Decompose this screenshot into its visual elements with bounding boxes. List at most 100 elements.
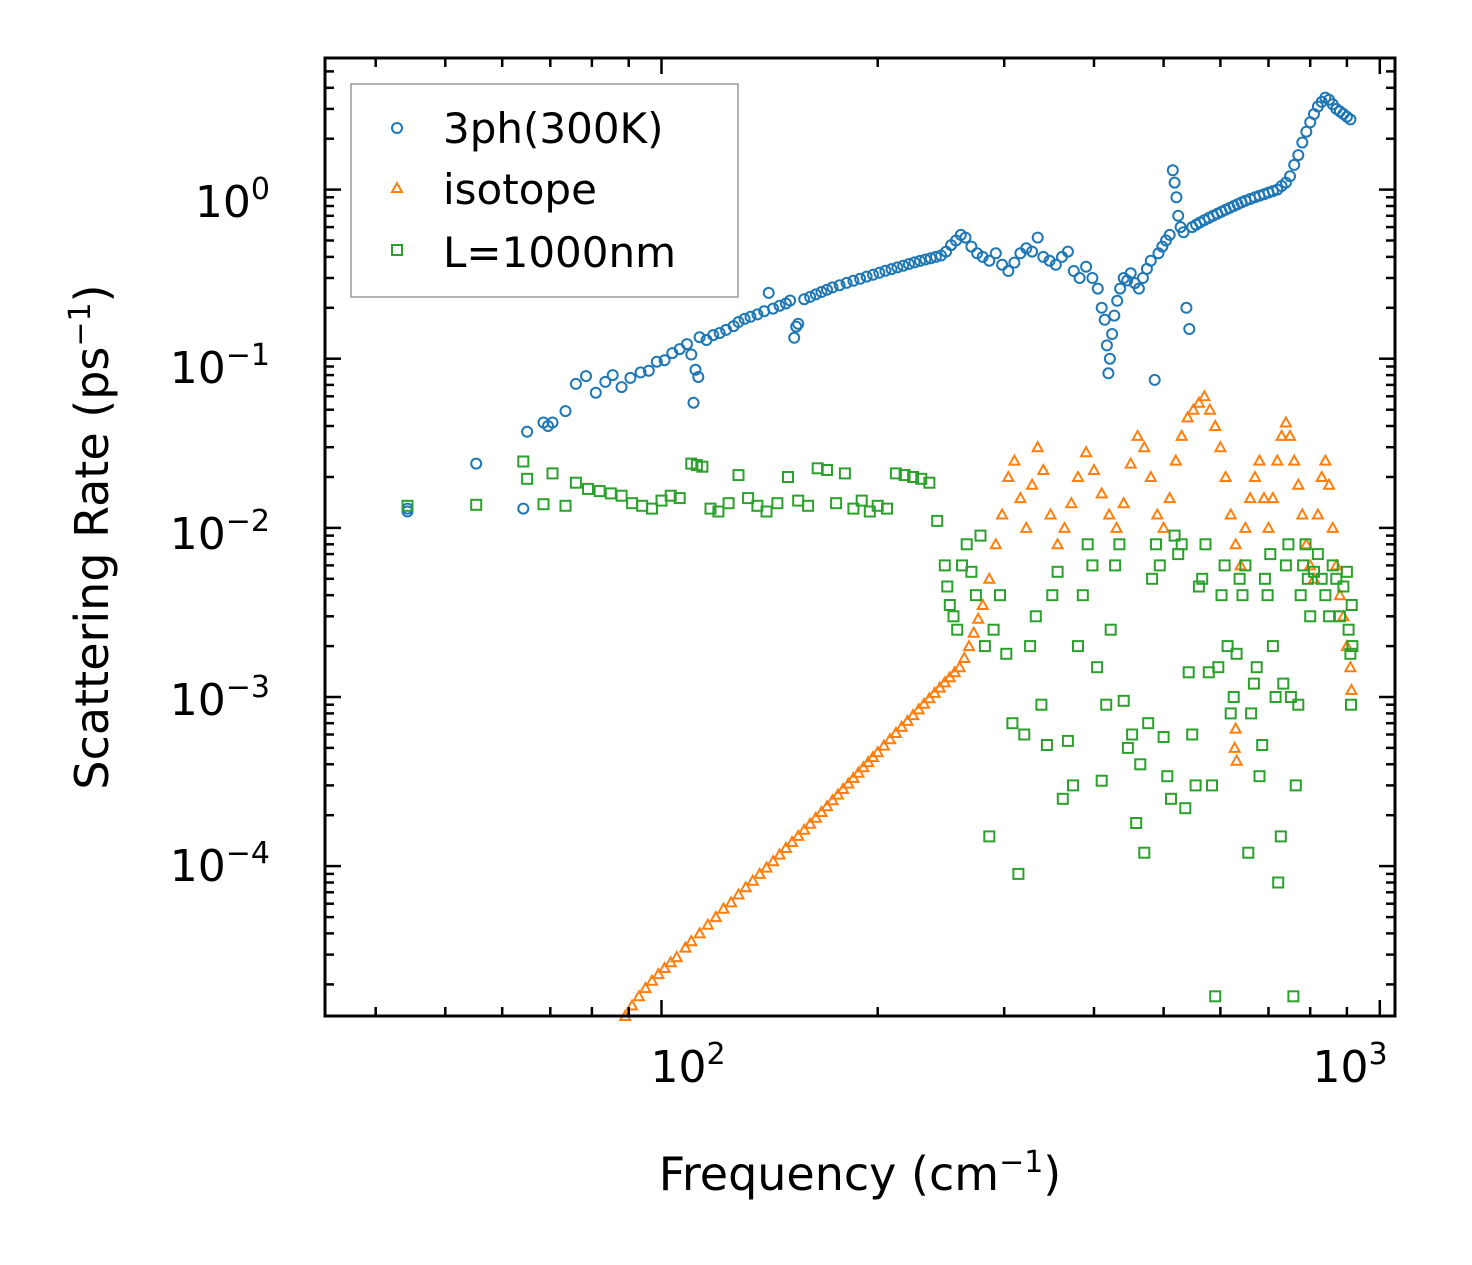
point-3ph-300k [1095, 301, 1108, 314]
point-3ph-300k [826, 281, 839, 294]
point-isotope [753, 866, 767, 879]
point-l1000nm [915, 472, 928, 485]
point-l1000nm [881, 502, 893, 515]
point-3ph-300k [902, 258, 915, 270]
point-3ph-300k [959, 231, 972, 244]
point-l1000nm [559, 499, 572, 512]
point-isotope [1229, 537, 1243, 550]
point-3ph-300k [792, 317, 805, 330]
point-3ph-300k [1183, 323, 1196, 335]
point-l1000nm [722, 497, 735, 510]
point-l1000nm [742, 492, 755, 505]
point-isotope [889, 725, 903, 738]
point-l1000nm [1297, 559, 1310, 572]
point-l1000nm [1192, 580, 1205, 593]
point-3ph-300k [1100, 339, 1113, 352]
point-l1000nm [1279, 559, 1292, 572]
point-isotope [957, 650, 971, 663]
point-l1000nm [1130, 817, 1143, 829]
point-l1000nm [646, 502, 658, 515]
point-isotope [645, 973, 659, 986]
legend-marker-3ph [391, 122, 403, 134]
point-l1000nm [615, 489, 628, 502]
point-3ph-300k [784, 294, 797, 307]
point-isotope [692, 926, 707, 939]
point-l1000nm [1161, 770, 1174, 783]
point-3ph-300k [517, 502, 530, 515]
point-l1000nm [1261, 589, 1274, 602]
point-l1000nm [1029, 610, 1042, 623]
point-l1000nm [1209, 990, 1222, 1003]
point-l1000nm [1157, 731, 1170, 743]
point-l1000nm [1264, 548, 1277, 561]
point-3ph-300k [1288, 158, 1301, 171]
point-3ph-300k [762, 286, 775, 299]
point-isotope [724, 895, 738, 908]
point-l1000nm [604, 487, 617, 500]
point-isotope [739, 880, 753, 893]
point-3ph-300k [914, 254, 926, 267]
point-3ph-300k [1061, 245, 1074, 258]
plot-frame [323, 56, 1397, 1018]
point-l1000nm [947, 610, 960, 623]
point-l1000nm [626, 497, 639, 510]
point-3ph-300k [989, 247, 1002, 260]
point-3ph-300k [1121, 274, 1134, 287]
point-isotope [1311, 507, 1325, 520]
point-3ph-300k [840, 276, 853, 289]
point-3ph-300k [847, 274, 860, 287]
point-3ph-300k [744, 310, 757, 323]
point-3ph-300k [634, 366, 647, 379]
point-l1000nm [1224, 707, 1237, 720]
point-isotope [1333, 588, 1347, 601]
point-isotope [1117, 496, 1131, 509]
point-l1000nm [931, 514, 944, 527]
point-l1000nm [1035, 698, 1048, 711]
point-isotope [1303, 558, 1317, 571]
point-isotope [1343, 660, 1358, 673]
point-l1000nm [704, 502, 717, 515]
point-isotope [1043, 507, 1058, 520]
point-l1000nm [1284, 691, 1297, 703]
point-isotope [1079, 445, 1093, 458]
point-l1000nm [1333, 610, 1346, 623]
point-l1000nm [1000, 647, 1013, 660]
point-l1000nm [1287, 990, 1300, 1003]
point-3ph-300k [1049, 258, 1062, 271]
point-3ph-300k [1163, 228, 1176, 241]
point-l1000nm [1179, 802, 1192, 815]
point-isotope [1270, 453, 1284, 466]
point-3ph-300k [879, 264, 892, 277]
y-axis-label: Scattering Rate (ps−1) [63, 284, 119, 789]
point-l1000nm [1253, 770, 1266, 783]
point-isotope [883, 732, 897, 745]
point-isotope [1150, 507, 1164, 520]
point-3ph-300k [867, 268, 879, 281]
point-l1000nm [1342, 623, 1355, 636]
point-l1000nm [1345, 698, 1357, 711]
point-isotope [1095, 486, 1109, 499]
point-isotope [989, 537, 1003, 550]
point-isotope [952, 660, 967, 673]
point-3ph-300k [1037, 250, 1050, 263]
point-isotope [791, 828, 805, 841]
point-isotope [1229, 721, 1243, 734]
point-isotope [1274, 428, 1289, 441]
legend-label-l1000nm: L=1000nm [443, 228, 676, 277]
point-l1000nm [1311, 548, 1324, 561]
point-l1000nm [951, 623, 964, 636]
point-l1000nm [1117, 694, 1130, 707]
point-l1000nm [771, 497, 784, 510]
point-3ph-300k [815, 286, 828, 298]
point-3ph-300k [1292, 149, 1305, 162]
x-tick-label-100: 102 [650, 1037, 725, 1093]
point-l1000nm [1239, 559, 1252, 572]
point-l1000nm [1330, 572, 1343, 585]
point-3ph-300k [854, 272, 867, 285]
point-3ph-300k [860, 270, 873, 283]
point-l1000nm [696, 460, 709, 473]
point-isotope [1001, 469, 1015, 482]
point-l1000nm [1236, 589, 1249, 602]
point-isotope [1109, 520, 1124, 533]
